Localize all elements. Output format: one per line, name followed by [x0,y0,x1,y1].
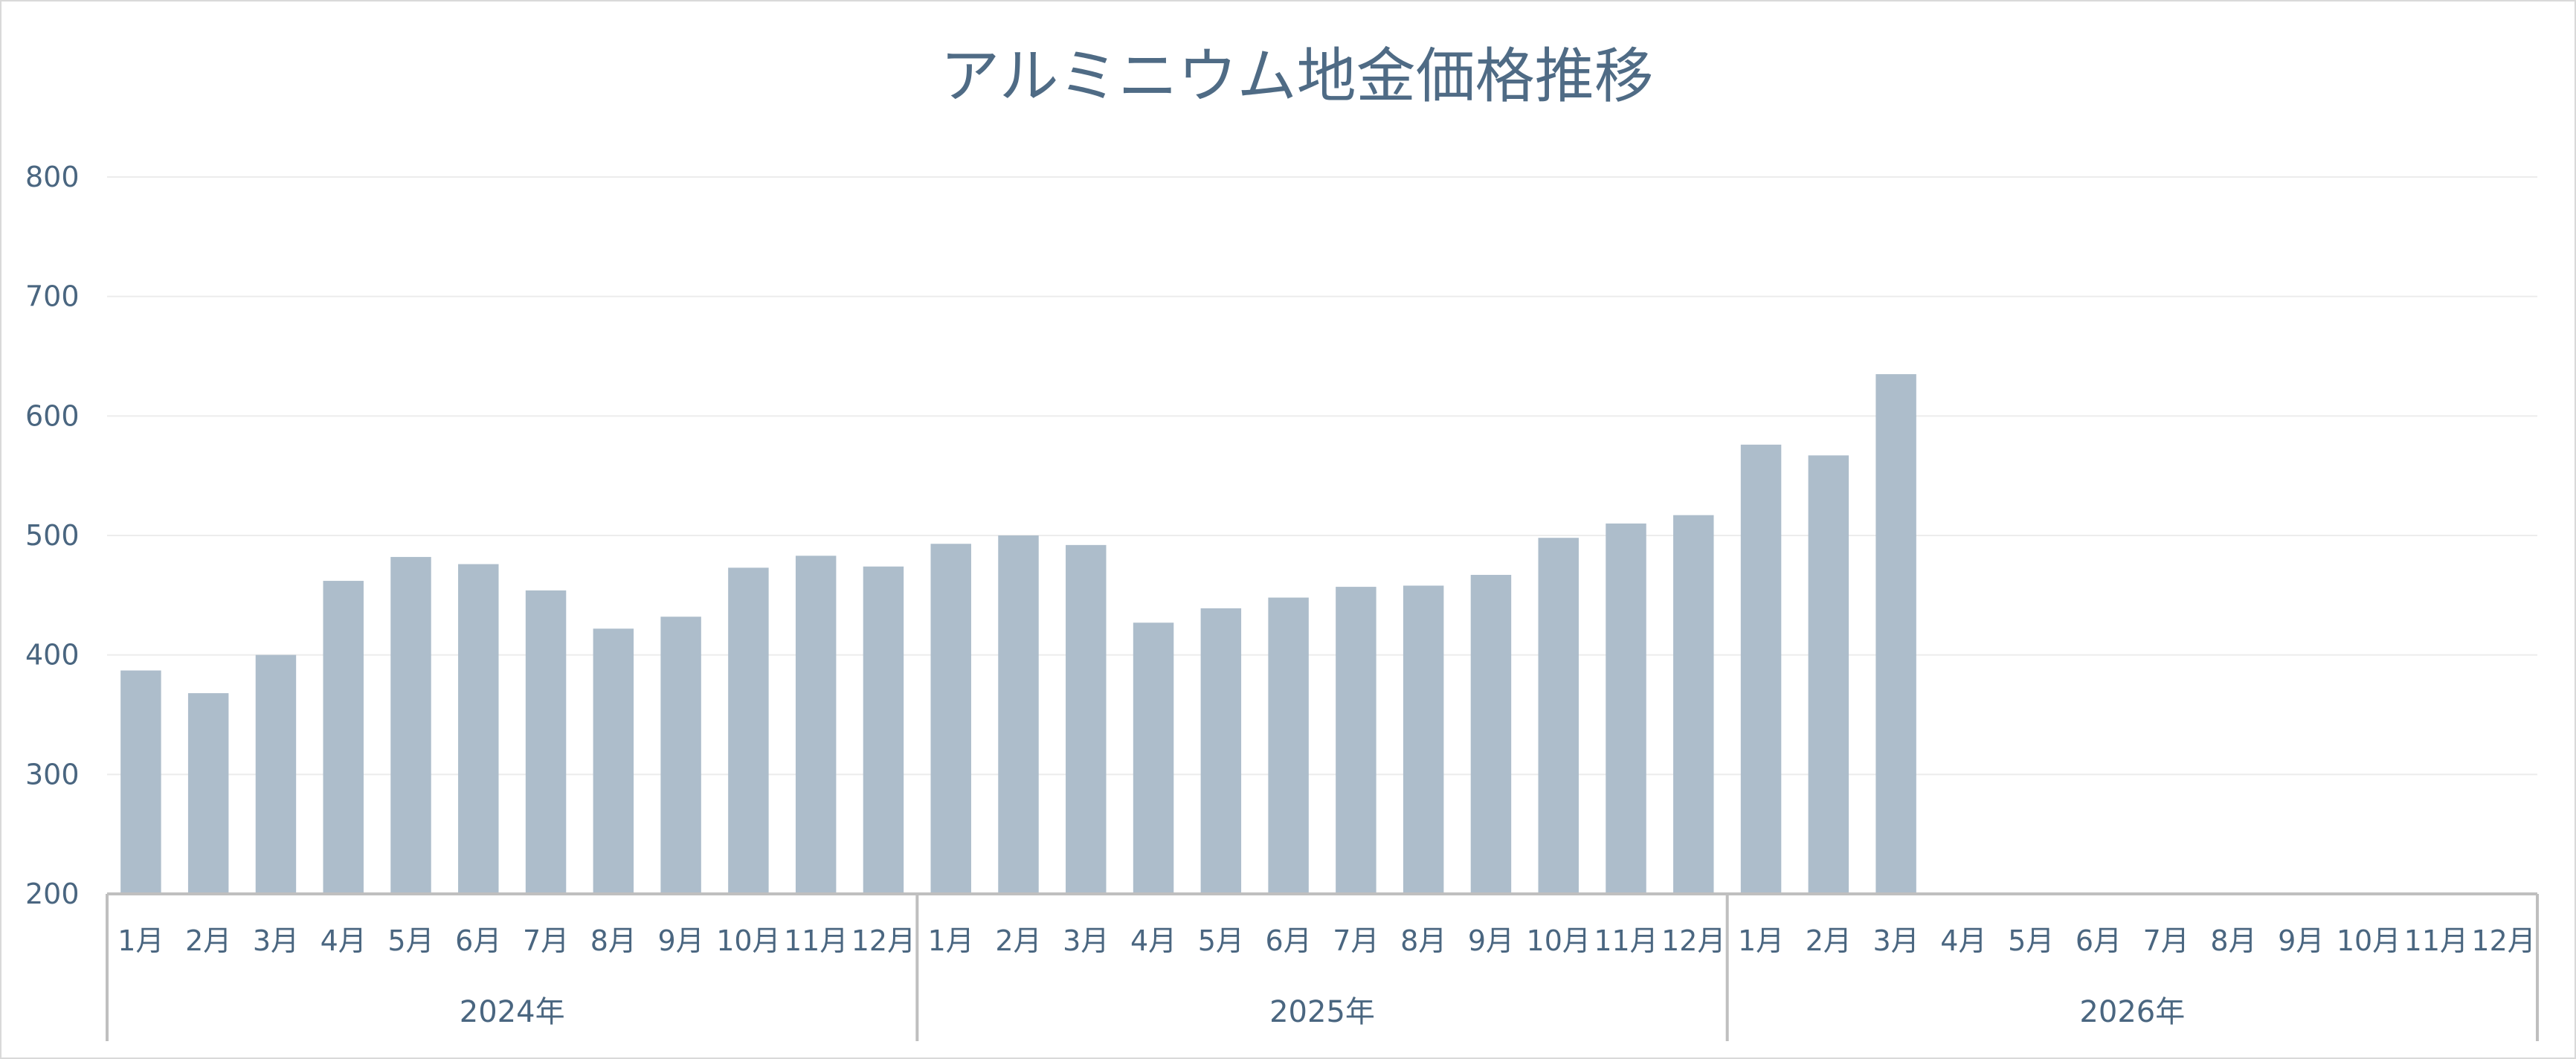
x-tick-label: 7月 [1333,924,1379,957]
bar [1673,515,1714,894]
bar [1875,374,1916,895]
bar [1470,575,1512,894]
x-tick-label: 9月 [658,924,704,957]
x-tick-label: 4月 [1940,924,1986,957]
bar [1066,544,1107,894]
y-tick-label: 800 [25,161,80,193]
bar [795,556,837,894]
x-tick-label: 4月 [321,924,367,957]
y-tick-label: 700 [25,280,80,313]
y-axis: 200 300 400 500 600 700 800 [25,161,80,910]
y-tick-label: 200 [25,878,80,910]
x-tick-label: 5月 [2008,924,2054,957]
x-tick-label: 2月 [185,924,231,957]
y-tick-label: 600 [25,399,80,432]
x-tick-label: 2月 [995,924,1041,957]
bar [255,654,297,894]
x-tick-label: 8月 [590,924,637,957]
x-tick-label: 10月 [1527,924,1591,957]
x-tick-label: 11月 [1594,924,1658,957]
x-tick-label: 1月 [928,924,974,957]
bar [187,693,229,894]
x-tick-label: 12月 [1661,924,1725,957]
x-group-label: 2025年 [1269,995,1375,1029]
bars [120,374,1916,895]
bar [1808,455,1849,894]
x-tick-label: 4月 [1130,924,1176,957]
x-tick-label: 2月 [1806,924,1852,957]
x-tick-label: 12月 [851,924,915,957]
x-tick-label: 1月 [1738,924,1784,957]
x-tick-label: 3月 [1873,924,1919,957]
bar [930,544,971,894]
bar [728,567,769,894]
x-tick-label: 5月 [387,924,434,957]
bar [525,590,567,894]
bar [1133,622,1174,894]
bar [1538,538,1579,894]
bar [593,628,634,894]
bar [1336,587,1376,894]
x-tick-label: 11月 [784,924,848,957]
bar [863,566,904,894]
bar [458,564,499,894]
x-tick-label: 3月 [253,924,299,957]
x-tick-label: 11月 [2404,924,2468,957]
x-tick-label: 8月 [2210,924,2256,957]
x-tick-label: 3月 [1063,924,1109,957]
x-tick-label: 8月 [1400,924,1446,957]
gridlines [107,176,2537,776]
chart-title: アルミニウム地金価格推移 [940,42,1653,111]
bar [323,581,364,894]
x-tick-label: 6月 [2076,924,2122,957]
x-tick-label: 12月 [2471,924,2535,957]
x-tick-label: 9月 [2278,924,2324,957]
y-tick-label: 400 [25,639,80,672]
bar [390,556,431,894]
x-group-label: 2024年 [460,995,565,1029]
bar [1403,585,1444,894]
x-tick-label: 7月 [523,924,569,957]
x-tick-label: 10月 [716,924,780,957]
x-tick-label: 7月 [2143,924,2189,957]
bar [1268,597,1309,894]
x-tick-label: 9月 [1468,924,1514,957]
x-tick-label: 10月 [2337,924,2400,957]
y-tick-label: 500 [25,519,80,552]
x-tick-label: 6月 [455,924,501,957]
bar [660,617,701,894]
y-tick-label: 300 [25,758,80,791]
bar [120,670,161,894]
bar [998,535,1039,894]
x-group-label: 2026年 [2079,995,2185,1029]
bar [1606,523,1646,894]
bar [1740,444,1782,894]
x-tick-label: 6月 [1266,924,1312,957]
x-tick-label: 5月 [1198,924,1244,957]
x-tick-label: 1月 [117,924,164,957]
bar [1200,608,1242,894]
